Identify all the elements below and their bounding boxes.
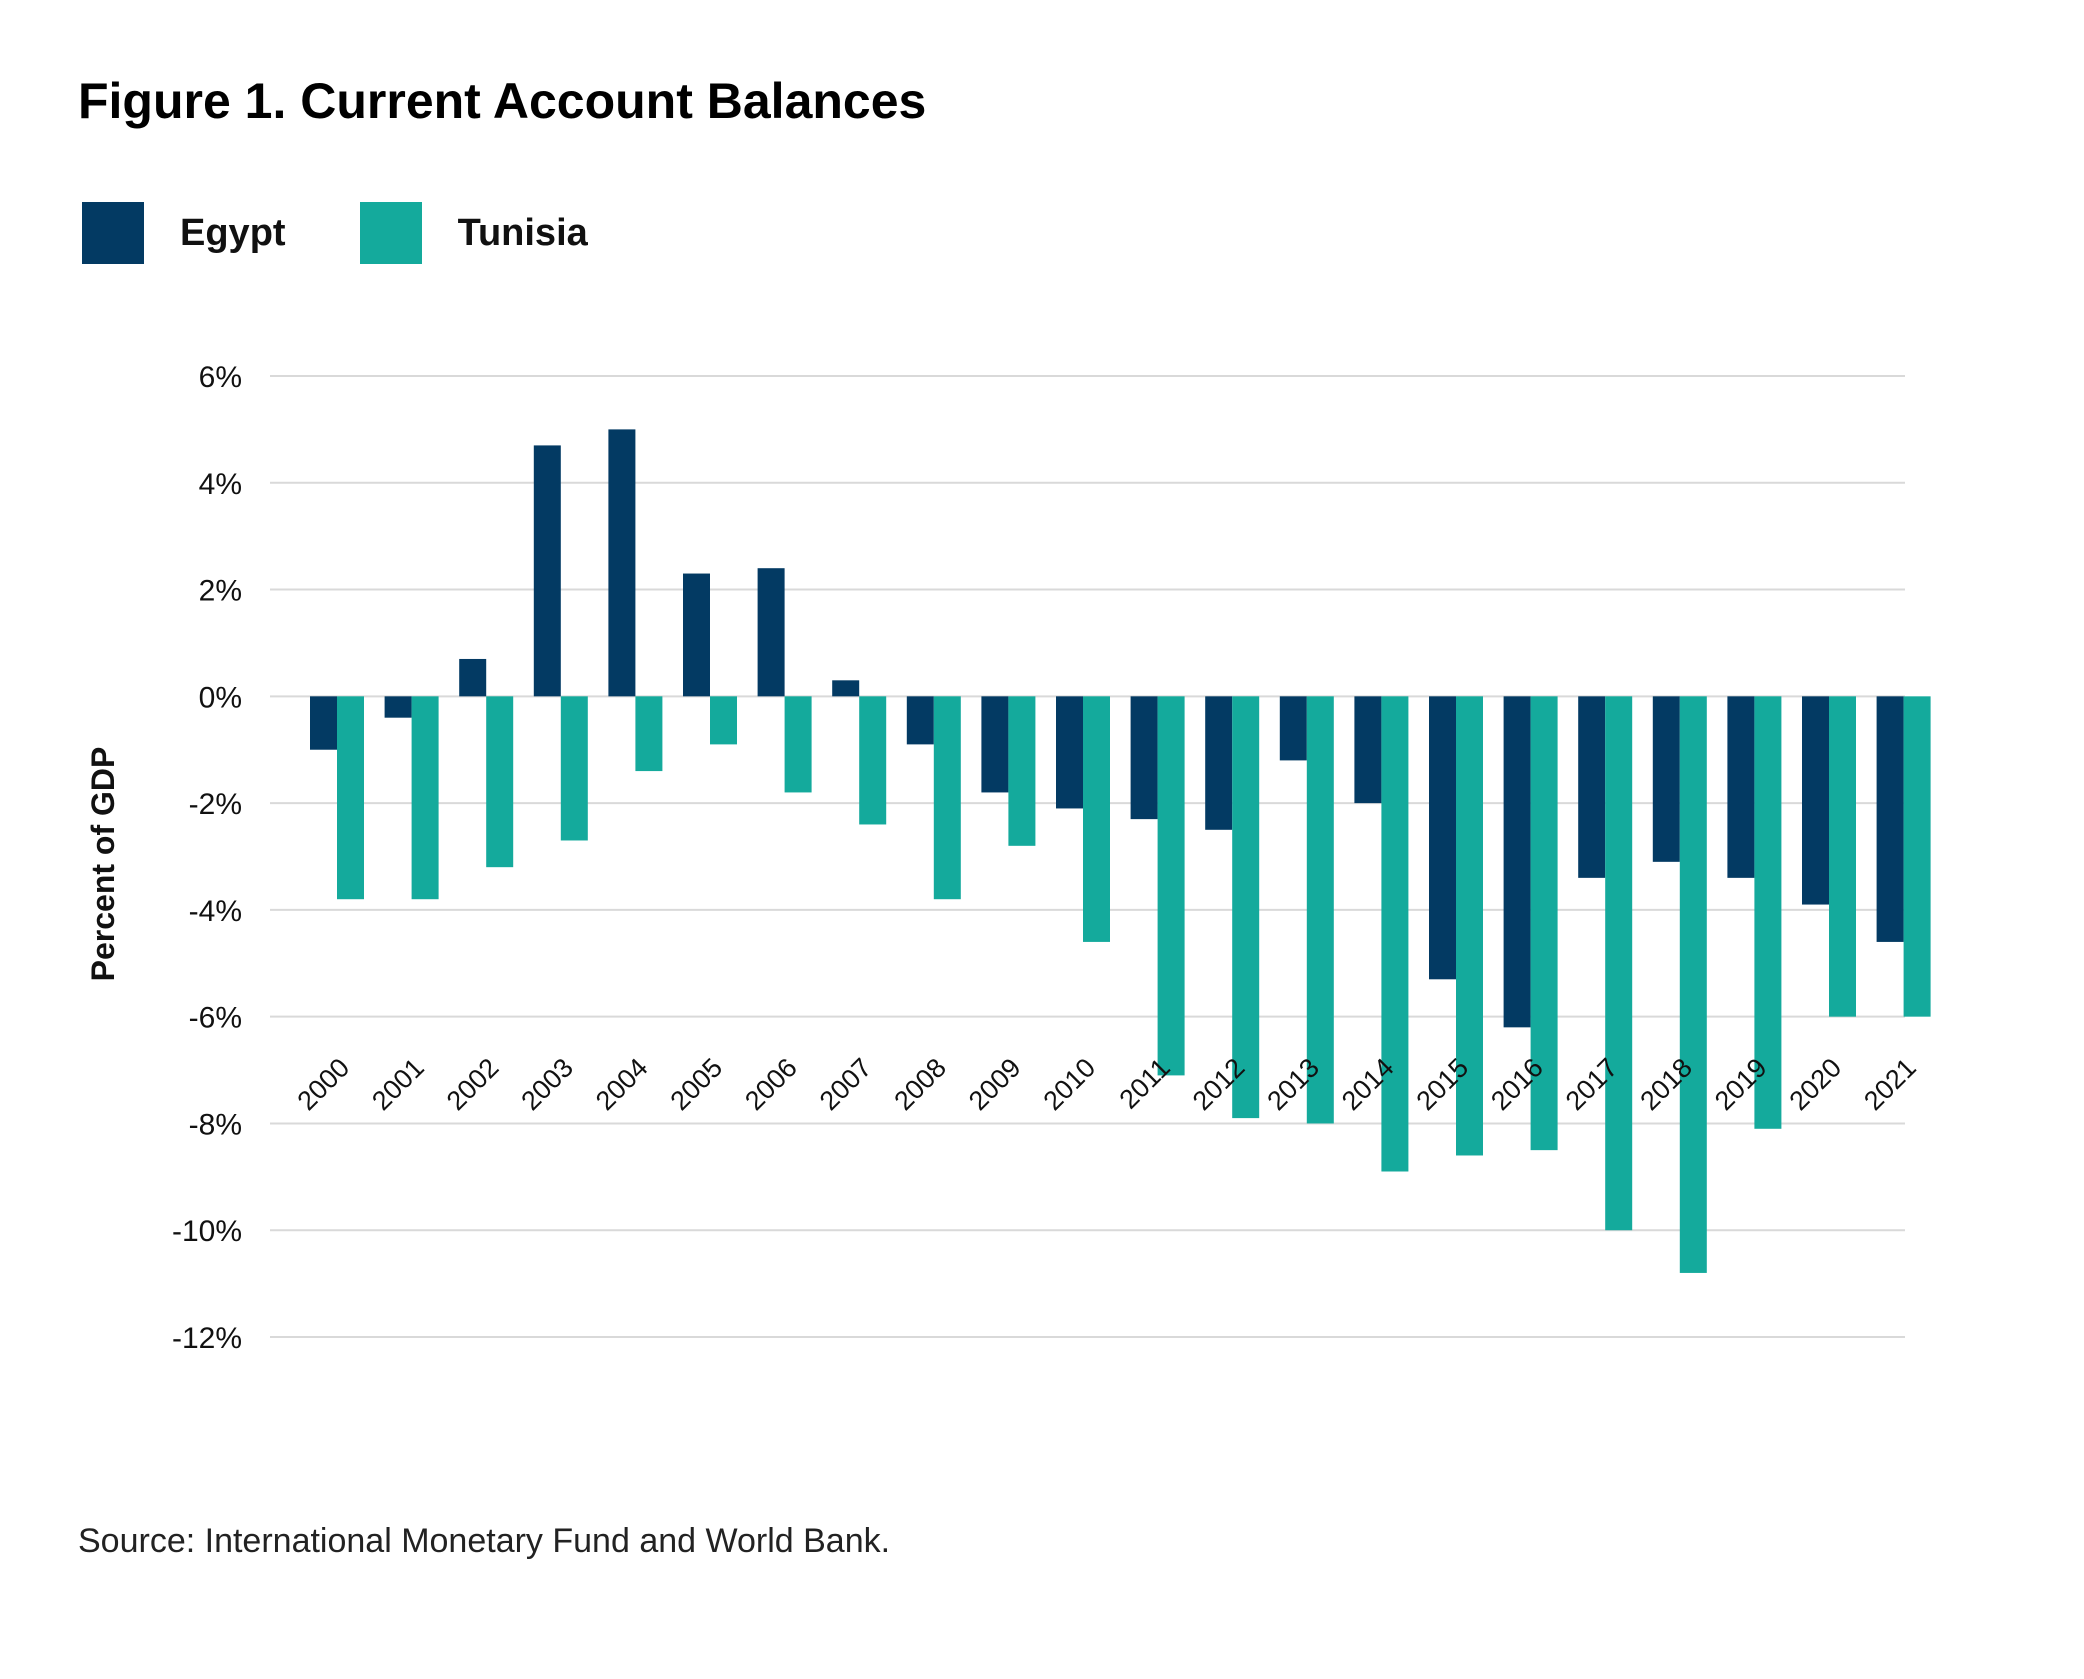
bar-tunisia-2017 (1605, 696, 1633, 1231)
bar-egypt-2015 (1429, 696, 1456, 980)
x-tick-label: 2007 (814, 1052, 878, 1116)
bar-egypt-2003 (533, 445, 561, 697)
bar-tunisia-2016 (1530, 696, 1558, 1151)
bar-egypt-2018 (1652, 696, 1680, 862)
x-tick-label: 2005 (665, 1052, 729, 1116)
bar-egypt-2001 (384, 696, 412, 718)
y-tick-label: -2% (189, 788, 242, 821)
bar-tunisia-2009 (1008, 696, 1036, 846)
y-tick-labels: 6% 4% 2% 0% -2% -4% -6% -8% -10% -12% (172, 361, 242, 1355)
x-tick-label: 2004 (590, 1052, 654, 1116)
y-tick-label: -12% (172, 1322, 242, 1355)
bar-egypt-2013 (1279, 696, 1307, 761)
bar-egypt-2016 (1503, 696, 1531, 1028)
bar-tunisia-2014 (1381, 696, 1409, 1172)
bar-egypt-2005 (683, 573, 710, 697)
bar-egypt-2006 (757, 568, 785, 697)
legend: Egypt Tunisia (82, 202, 662, 264)
x-tick-label: 2009 (963, 1052, 1027, 1116)
legend-swatch-tunisia (359, 202, 422, 264)
bar-egypt-2004 (608, 429, 636, 697)
x-tick-label: 2006 (739, 1052, 803, 1116)
legend-label-egypt: Egypt (180, 211, 286, 254)
bar-tunisia-2000 (337, 696, 364, 900)
y-tick-label: -8% (189, 1108, 242, 1141)
chart-title: Figure 1. Current Account Balances (78, 73, 927, 129)
bar-egypt-2009 (981, 696, 1009, 793)
bar-tunisia-2002 (486, 696, 514, 868)
bar-tunisia-2012 (1232, 696, 1260, 1119)
bar-tunisia-2020 (1829, 696, 1856, 1017)
bar-tunisia-2013 (1306, 696, 1334, 1124)
x-tick-label: 2008 (888, 1052, 952, 1116)
x-tick-labels: 2000 2001 2002 2003 2004 2005 2006 2007 2008 2009… (292, 1052, 1922, 1116)
bar-egypt-2007 (832, 680, 860, 697)
bar-tunisia-2011 (1157, 696, 1185, 1076)
bar-tunisia-2005 (710, 696, 737, 745)
legend-item-egypt: Egypt (82, 202, 286, 264)
legend-item-tunisia: Tunisia (359, 202, 588, 264)
bar-egypt-2011 (1130, 696, 1158, 820)
bar-tunisia-2015 (1456, 696, 1483, 1156)
y-tick-label: 4% (199, 468, 242, 501)
bar-egypt-2020 (1802, 696, 1829, 905)
bars (310, 429, 1931, 1273)
bar-egypt-2019 (1727, 696, 1755, 878)
x-tick-label: 2000 (292, 1052, 356, 1116)
source-note: Source: International Monetary Fund and … (78, 1522, 891, 1560)
bar-tunisia-2021 (1903, 696, 1931, 1017)
bar-tunisia-2019 (1754, 696, 1782, 1129)
x-tick-label: 2020 (1784, 1052, 1848, 1116)
bar-tunisia-2018 (1679, 696, 1707, 1273)
legend-swatch-egypt (82, 202, 144, 264)
bar-tunisia-2001 (411, 696, 439, 900)
y-tick-label: 2% (199, 575, 242, 608)
x-tick-label: 2010 (1038, 1052, 1102, 1116)
y-tick-label: 6% (199, 361, 242, 394)
bar-tunisia-2010 (1083, 696, 1110, 942)
bar-tunisia-2007 (859, 696, 887, 825)
bar-egypt-2017 (1578, 696, 1606, 878)
legend-label-tunisia: Tunisia (457, 211, 588, 254)
bar-egypt-2021 (1876, 696, 1904, 942)
y-tick-label: -4% (189, 895, 242, 928)
bar-egypt-2008 (906, 696, 934, 745)
x-tick-label: 2021 (1858, 1052, 1922, 1116)
bar-tunisia-2008 (933, 696, 961, 900)
bar-egypt-2014 (1354, 696, 1382, 804)
x-tick-label: 2001 (366, 1052, 430, 1116)
bar-tunisia-2003 (560, 696, 588, 841)
bar-egypt-2012 (1205, 696, 1233, 830)
x-tick-label: 2002 (441, 1052, 505, 1116)
bar-tunisia-2006 (784, 696, 812, 793)
bar-tunisia-2004 (635, 696, 663, 772)
y-tick-label: -10% (172, 1215, 242, 1248)
y-axis-label: Percent of GDP (85, 747, 121, 982)
y-tick-label: -6% (189, 1002, 242, 1035)
y-tick-label: 0% (199, 681, 242, 714)
x-tick-label: 2003 (515, 1052, 579, 1116)
bar-egypt-2010 (1056, 696, 1083, 809)
bar-egypt-2002 (459, 658, 487, 697)
bar-egypt-2000 (310, 696, 337, 750)
